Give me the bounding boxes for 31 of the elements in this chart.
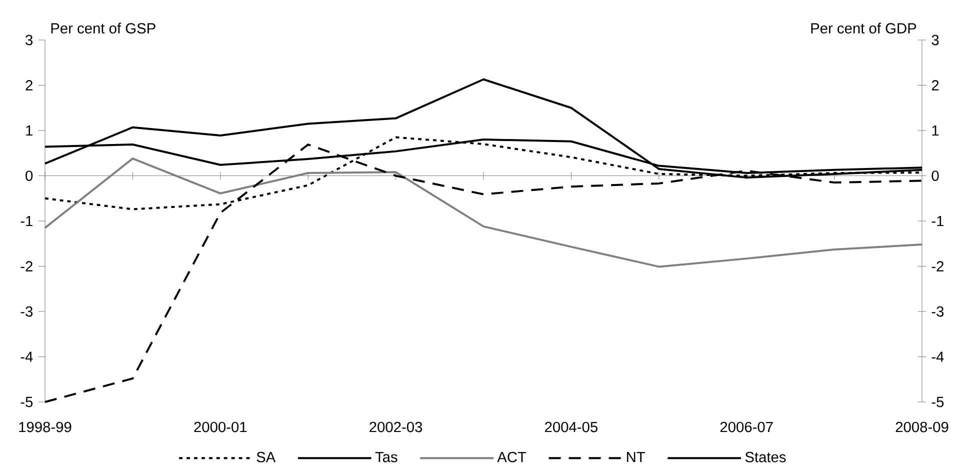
y-tick-label: 2 bbox=[26, 80, 32, 90]
y-tick-label: -5 bbox=[20, 396, 33, 408]
y-axis-title: Per cent of GSP bbox=[51, 22, 156, 34]
legend-label: Tas bbox=[375, 452, 398, 462]
y2-tick-label: -2 bbox=[932, 261, 944, 272]
x-tick-label: 2002-03 bbox=[370, 422, 422, 432]
x-tick-label: 2000-01 bbox=[194, 422, 247, 432]
x-tick-label: 2008-09 bbox=[896, 422, 948, 432]
y-tick-label: 3 bbox=[26, 34, 33, 46]
legend-label: ACT bbox=[497, 452, 526, 462]
x-tick-label: 2004-05 bbox=[545, 422, 598, 432]
legend-label: States bbox=[745, 452, 786, 462]
y2-tick-label: -3 bbox=[932, 306, 944, 317]
y2-tick-label: 0 bbox=[932, 170, 939, 181]
y2-tick-label: 3 bbox=[932, 34, 939, 46]
y-tick-label: -2 bbox=[20, 261, 32, 272]
legend-label: NT bbox=[627, 452, 646, 462]
y2-tick-label: -4 bbox=[932, 352, 944, 362]
legend-label: SA bbox=[256, 452, 276, 462]
x-tick-label: 2006-07 bbox=[720, 422, 773, 432]
y2-axis-title: Per cent of GDP bbox=[811, 22, 916, 34]
y2-tick-label: 1 bbox=[932, 125, 939, 136]
y-tick-label: -1 bbox=[20, 216, 32, 226]
y2-tick-label: 2 bbox=[932, 80, 939, 90]
y-tick-label: 1 bbox=[26, 125, 32, 136]
y2-tick-label: -1 bbox=[932, 216, 944, 226]
y2-tick-label: -5 bbox=[932, 396, 944, 408]
x-tick-label: 1998-99 bbox=[19, 422, 72, 432]
y-tick-label: -3 bbox=[20, 306, 33, 317]
y-tick-label: 0 bbox=[26, 170, 33, 181]
y-tick-label: -4 bbox=[20, 352, 33, 362]
